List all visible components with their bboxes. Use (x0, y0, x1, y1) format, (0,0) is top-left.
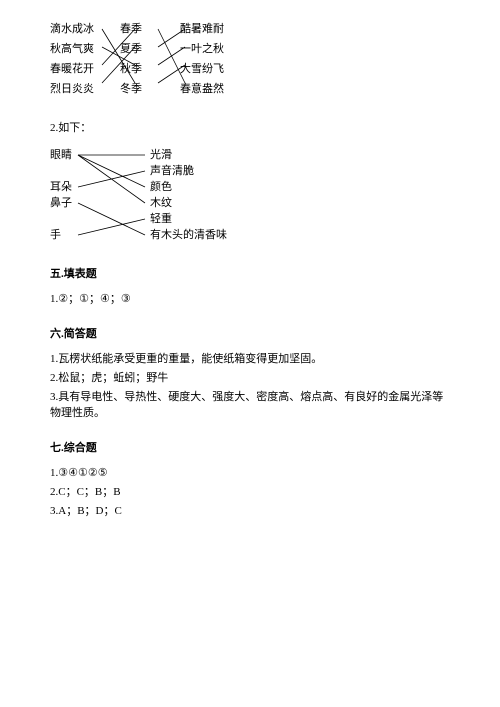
d2-left-5: 手 (50, 227, 100, 243)
d2-right-0: 光滑 (150, 147, 270, 163)
s6-answer-2: 3.具有导电性、导热性、硬度大、强度大、密度高、熔点高、有良好的金属光泽等物理性… (50, 389, 450, 421)
d1-right-1: 一叶之秋 (180, 40, 280, 58)
d2-left-2: 耳朵 (50, 179, 100, 195)
s6-answer-1: 2.松鼠；虎；蚯蚓；野牛 (50, 370, 450, 386)
d1-right-0: 酷暑难耐 (180, 20, 280, 38)
d2-right-4: 轻重 (150, 211, 270, 227)
d1-mid-3: 冬季 (120, 80, 180, 98)
section-6-answers: 1.瓦楞状纸能承受更重的重量，能使纸箱变得更加坚固。 2.松鼠；虎；蚯蚓；野牛 3.… (50, 351, 450, 421)
d1-left-1: 秋高气爽 (50, 40, 120, 58)
d2-right-1: 声音清脆 (150, 163, 270, 179)
s5-answer-0: 1.②；①；④；③ (50, 291, 450, 307)
d1-mid-2: 秋季 (120, 60, 180, 78)
s7-answer-2: 3.A；B；D；C (50, 503, 450, 519)
s7-answer-0: 1.③④①②⑤ (50, 465, 450, 481)
section-7-answers: 1.③④①②⑤ 2.C；C；B；B 3.A；B；D；C (50, 465, 450, 519)
matching-diagram-2: 眼睛 光滑声音清脆耳朵 颜色鼻子 木纹轻重手 有木头的清香味 (50, 147, 450, 245)
d2-right-3: 木纹 (150, 195, 270, 211)
d1-left-3: 烈日炎炎 (50, 80, 120, 98)
section-7-title: 七.综合题 (50, 439, 450, 455)
d1-right-3: 春意盎然 (180, 80, 280, 98)
d2-left-4 (50, 211, 100, 227)
s6-answer-0: 1.瓦楞状纸能承受更重的重量，能使纸箱变得更加坚固。 (50, 351, 450, 367)
s7-answer-1: 2.C；C；B；B (50, 484, 450, 500)
d2-left-3: 鼻子 (50, 195, 100, 211)
d1-right-2: 大雪纷飞 (180, 60, 280, 78)
d1-left-0: 滴水成冰 (50, 20, 120, 38)
section-6-title: 六.简答题 (50, 325, 450, 341)
d2-right-5: 有木头的清香味 (150, 227, 270, 243)
d1-mid-1: 夏季 (120, 40, 180, 58)
matching-diagram-1: 滴水成冰春季酷暑难耐秋高气爽夏季一叶之秋春暖花开秋季大雪纷飞烈日炎炎冬季春意盎然 (50, 20, 450, 94)
d2-left-0: 眼睛 (50, 147, 100, 163)
item-2-label: 2.如下： (50, 119, 450, 135)
section-5-answers: 1.②；①；④；③ (50, 291, 450, 307)
d1-left-2: 春暖花开 (50, 60, 120, 78)
section-5-title: 五.填表题 (50, 265, 450, 281)
d2-left-1 (50, 163, 100, 179)
d2-right-2: 颜色 (150, 179, 270, 195)
d1-mid-0: 春季 (120, 20, 180, 38)
